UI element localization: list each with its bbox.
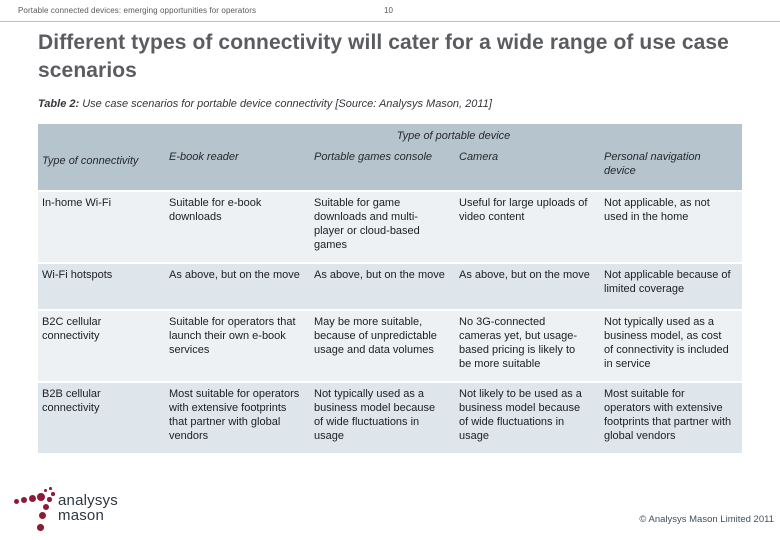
cell: Not likely to be used as a business mode… [455,381,600,453]
table-caption-text: Use case scenarios for portable device c… [79,98,492,110]
table-column-header-row: Type of connectivity E-book reader Porta… [38,144,743,191]
cell: Most suitable for operators with extensi… [600,381,743,453]
logo-dots-icon [12,486,56,534]
logo-wordmark: analysys mason [58,493,118,523]
cell: As above, but on the move [455,262,600,310]
cell: Useful for large uploads of video conten… [455,190,600,263]
column-header-camera: Camera [455,144,600,191]
table-row-wifi-hotspots: Wi-Fi hotspots As above, but on the move… [38,262,743,310]
column-header-ebook-reader: E-book reader [165,144,310,191]
span-header-spacer [38,124,165,144]
table-caption: Table 2: Use case scenarios for portable… [38,98,744,110]
row-label: In-home Wi-Fi [38,190,165,263]
analysys-mason-logo: analysys mason [12,486,152,534]
running-header: Portable connected devices: emerging opp… [0,0,780,22]
row-label: B2B cellular connectivity [38,381,165,453]
span-header-label: Type of portable device [165,124,743,144]
cell: As above, but on the move [310,262,455,310]
slide-title: Different types of connectivity will cat… [38,31,729,82]
cell: As above, but on the move [165,262,310,310]
use-case-table: Type of portable device Type of connecti… [38,124,743,453]
logo-line-2: mason [58,507,105,524]
cell: May be more suitable, because of unpredi… [310,309,455,382]
cell: Not applicable, as not used in the home [600,190,743,263]
cell: Suitable for operators that launch their… [165,309,310,382]
row-label: Wi-Fi hotspots [38,262,165,310]
logo-line-1: analysys [58,492,118,509]
row-label: B2C cellular connectivity [38,309,165,382]
column-header-connectivity: Type of connectivity [38,144,165,191]
cell: Most suitable for operators with extensi… [165,381,310,453]
page-number: 10 [384,6,393,15]
table-span-header-row: Type of portable device [38,124,743,144]
cell: Not typically used as a business model b… [310,381,455,453]
column-header-games-console: Portable games console [310,144,455,191]
table-row-b2c-cellular: B2C cellular connectivity Suitable for o… [38,309,743,382]
running-header-title: Portable connected devices: emerging opp… [18,6,257,15]
table-caption-label: Table 2: [38,98,80,110]
table-row-b2b-cellular: B2B cellular connectivity Most suitable … [38,381,743,453]
cell: Not applicable because of limited covera… [600,262,743,310]
use-case-table-wrapper: Type of portable device Type of connecti… [38,124,743,453]
cell: Not typically used as a business model, … [600,309,743,382]
cell: No 3G-connected cameras yet, but usage-b… [455,309,600,382]
copyright-notice: © Analysys Mason Limited 2011 [639,514,774,525]
table-row-in-home-wifi: In-home Wi-Fi Suitable for e-book downlo… [38,190,743,263]
cell: Suitable for e-book downloads [165,190,310,263]
column-header-nav-device: Personal navigation device [600,144,743,191]
cell: Suitable for game downloads and multi-pl… [310,190,455,263]
